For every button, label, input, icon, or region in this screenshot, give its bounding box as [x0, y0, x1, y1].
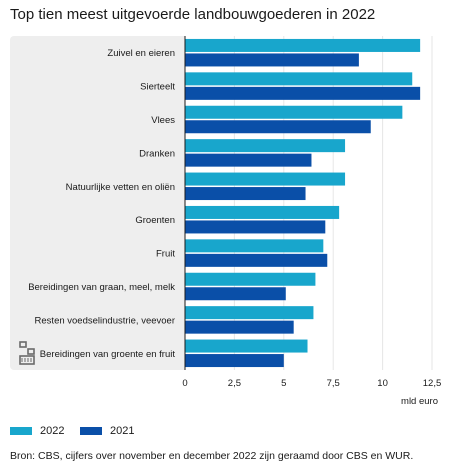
- category-label: Sierteelt: [140, 82, 175, 93]
- category-label: Vlees: [151, 115, 175, 126]
- source-note: Bron: CBS, cijfers over november en dece…: [10, 450, 414, 462]
- legend-swatch-2021: [80, 427, 102, 435]
- category-label: Resten voedselindustrie, veevoer: [35, 315, 175, 326]
- bar-2022: [185, 38, 421, 52]
- x-tick-label: 5: [281, 378, 286, 389]
- x-axis-label: mld euro: [401, 396, 438, 407]
- plot-area: [185, 36, 438, 370]
- bar-2021: [185, 287, 286, 301]
- x-tick-label: 0: [182, 378, 187, 389]
- legend-item-2022: 2022: [10, 425, 64, 437]
- bar-2022: [185, 239, 324, 253]
- legend-label-2022: 2022: [40, 425, 65, 437]
- x-tick-label: 7,5: [327, 378, 340, 389]
- category-label: Fruit: [156, 249, 175, 260]
- bar-2022: [185, 306, 314, 320]
- category-label: Bereidingen van graan, meel, melk: [28, 282, 175, 293]
- bar-2021: [185, 120, 371, 134]
- bar-2021: [185, 86, 421, 100]
- category-label: Bereidingen van groente en fruit: [40, 349, 176, 360]
- category-label: Zuivel en eieren: [107, 48, 175, 59]
- legend-item-2021: 2021: [80, 425, 134, 437]
- category-label: Dranken: [139, 148, 175, 159]
- category-label: Groenten: [135, 215, 175, 226]
- x-tick-label: 2,5: [228, 378, 241, 389]
- bar-2021: [185, 187, 306, 201]
- bar-2021: [185, 320, 294, 334]
- bar-2022: [185, 72, 413, 86]
- chart-title: Top tien meest uitgevoerde landbouwgoede…: [10, 6, 376, 23]
- bar-2021: [185, 153, 312, 167]
- bar-2022: [185, 339, 308, 353]
- cbs-logo-icon: [19, 341, 35, 365]
- bar-2022: [185, 139, 346, 153]
- bar-2022: [185, 272, 316, 286]
- x-tick-label: 12,5: [423, 378, 442, 389]
- bar-2022: [185, 105, 403, 119]
- legend-swatch-2022: [10, 427, 32, 435]
- legend-label-2021: 2021: [110, 425, 135, 437]
- bar-2022: [185, 172, 346, 186]
- x-tick-label: 10: [377, 378, 388, 389]
- bar-2021: [185, 253, 328, 267]
- category-label: Natuurlijke vetten en oliën: [66, 182, 175, 193]
- bar-2021: [185, 53, 359, 67]
- bar-2021: [185, 354, 284, 368]
- bar-2022: [185, 205, 340, 219]
- bar-2021: [185, 220, 326, 234]
- category-label-panel: [10, 36, 185, 370]
